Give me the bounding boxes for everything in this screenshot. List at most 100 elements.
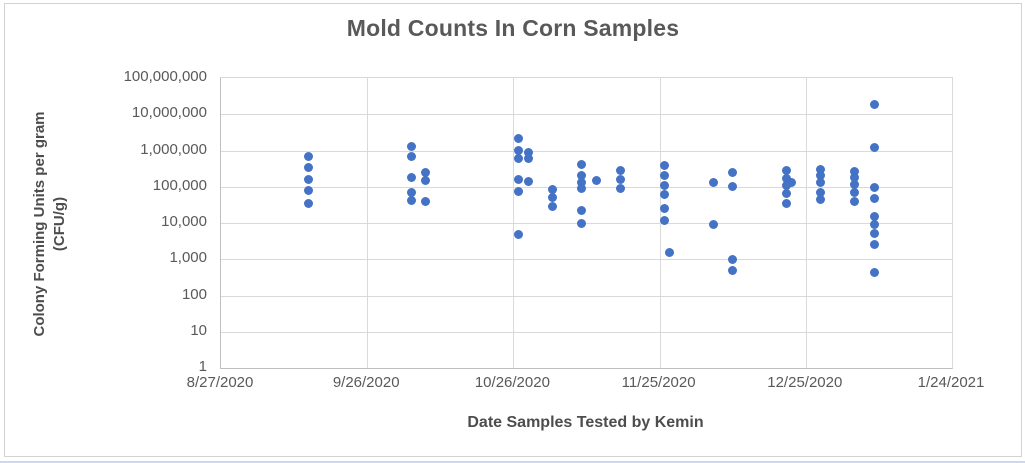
x-tick-label: 1/24/2021 xyxy=(917,374,985,391)
data-point xyxy=(406,151,416,161)
y-tick-label: 10,000 xyxy=(161,213,207,230)
data-point xyxy=(577,218,587,228)
bottom-accent-strip xyxy=(0,461,1025,463)
data-point xyxy=(406,172,416,182)
data-point xyxy=(728,182,738,192)
chart-frame: Mold Counts In Corn Samples Colony Formi… xyxy=(4,3,1022,457)
data-point xyxy=(659,190,669,200)
data-point xyxy=(616,174,626,184)
x-tick-label: 8/27/2020 xyxy=(186,374,254,391)
y-axis-title-line1: Colony Forming Units per gram xyxy=(31,111,48,337)
horizontal-gridline xyxy=(221,259,952,261)
x-axis-title: Date Samples Tested by Kemin xyxy=(467,414,704,431)
horizontal-gridline xyxy=(221,295,952,297)
y-tick-label: 1,000,000 xyxy=(140,140,207,158)
data-point xyxy=(781,180,791,190)
data-point xyxy=(781,173,791,183)
y-tick-label: 100,000,000 xyxy=(123,68,207,85)
data-point xyxy=(815,178,825,188)
x-tick-label: 9/26/2020 xyxy=(332,374,400,391)
x-tick-label: 11/25/2020 xyxy=(621,374,696,391)
data-point xyxy=(513,230,523,240)
data-point xyxy=(850,196,860,206)
data-point xyxy=(304,186,314,196)
y-tick-label: 10 xyxy=(190,321,207,339)
data-point xyxy=(577,171,587,181)
data-point xyxy=(523,176,533,186)
y-axis-title-line2: (CFU/g) xyxy=(51,196,68,252)
data-point xyxy=(786,178,796,188)
data-point xyxy=(523,148,533,157)
data-point xyxy=(577,206,587,216)
data-point xyxy=(869,212,879,222)
data-point xyxy=(304,199,314,209)
y-tick-label: 10,000,000 xyxy=(131,104,207,122)
data-point xyxy=(659,170,669,180)
data-point xyxy=(421,176,431,186)
data-point xyxy=(547,184,557,194)
data-point xyxy=(513,146,523,155)
horizontal-gridline xyxy=(221,186,952,188)
data-point xyxy=(869,268,879,278)
data-point xyxy=(869,100,879,110)
vertical-gridline xyxy=(513,78,515,368)
data-point xyxy=(664,248,674,258)
y-tick-label: 100,000 xyxy=(152,176,207,194)
data-point xyxy=(815,187,825,197)
y-tick-label: 1 xyxy=(198,358,207,375)
data-point xyxy=(577,160,587,170)
data-point xyxy=(659,180,669,190)
data-point xyxy=(591,175,601,185)
data-point xyxy=(547,193,557,203)
data-point xyxy=(513,186,523,196)
data-point xyxy=(616,166,626,176)
data-point xyxy=(616,183,626,193)
data-point xyxy=(577,178,587,188)
data-point xyxy=(406,195,416,205)
horizontal-gridline xyxy=(221,150,952,152)
data-point xyxy=(421,168,431,178)
data-point xyxy=(869,143,879,153)
data-point xyxy=(659,204,669,214)
data-point xyxy=(869,183,879,193)
data-point xyxy=(850,172,860,182)
data-point xyxy=(815,194,825,204)
horizontal-gridline xyxy=(221,114,952,116)
data-point xyxy=(708,220,718,230)
data-point xyxy=(659,216,669,226)
data-point xyxy=(406,141,416,151)
chart-title: Mold Counts In Corn Samples xyxy=(346,15,680,41)
horizontal-gridline xyxy=(221,223,952,224)
data-point xyxy=(513,174,523,184)
data-point xyxy=(728,266,738,276)
data-point xyxy=(513,133,523,143)
data-point xyxy=(659,160,669,170)
y-tick-label: 1,000 xyxy=(169,249,207,267)
y-axis-title: Colony Forming Units per gram (CFU/g) xyxy=(30,54,74,394)
vertical-gridline xyxy=(805,78,807,368)
data-point xyxy=(869,193,879,203)
data-point xyxy=(815,171,825,181)
data-point xyxy=(728,167,738,177)
data-point xyxy=(781,198,791,208)
data-point xyxy=(708,178,718,188)
data-point xyxy=(304,151,314,161)
data-point xyxy=(523,154,533,164)
data-point xyxy=(850,166,860,176)
data-point xyxy=(304,162,314,172)
data-point xyxy=(304,174,314,184)
horizontal-gridline xyxy=(221,331,952,333)
x-tick-label: 10/26/2020 xyxy=(474,374,550,391)
data-point xyxy=(815,164,825,174)
plot-area xyxy=(220,77,953,369)
data-point xyxy=(728,254,738,264)
data-point xyxy=(869,228,879,238)
data-point xyxy=(406,187,416,197)
y-tick-label: 100 xyxy=(181,285,207,303)
x-tick-label: 12/25/2020 xyxy=(767,374,843,391)
data-point xyxy=(781,188,791,198)
data-point xyxy=(850,180,860,190)
data-point xyxy=(421,197,431,207)
vertical-gridline xyxy=(367,78,369,368)
data-point xyxy=(869,220,879,230)
